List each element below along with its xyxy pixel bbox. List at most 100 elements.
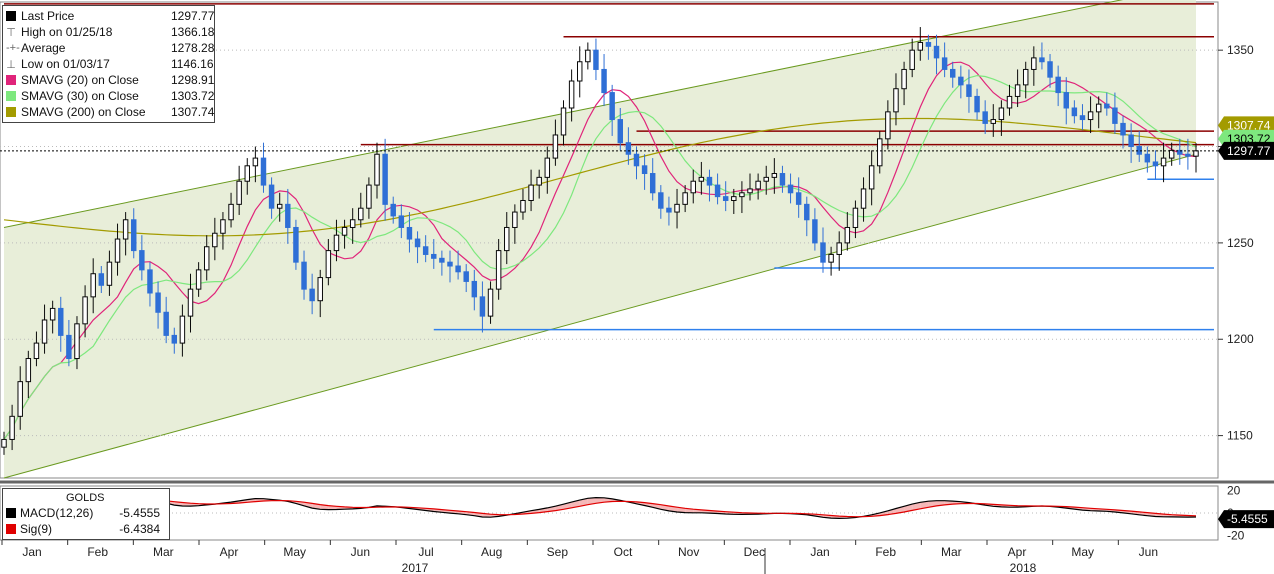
candle-body: [9, 415, 15, 440]
candle: [1168, 142, 1175, 166]
candle-body: [66, 334, 72, 360]
price-panel: [0, 0, 1219, 479]
candle: [901, 61, 907, 106]
candle: [1087, 96, 1094, 134]
candle: [1152, 150, 1159, 180]
candle-body: [82, 296, 88, 325]
candle-body: [155, 292, 161, 313]
legend-sma30: SMAVG (30) on Close 1303.72: [6, 88, 214, 104]
legend-label: Average: [21, 41, 66, 55]
candle-body: [1193, 150, 1199, 157]
candle-body: [341, 226, 348, 236]
candle: [471, 269, 478, 311]
candle-body: [885, 111, 891, 140]
candle-body: [520, 199, 526, 213]
last-price-tag-bg: [1218, 141, 1274, 160]
candle: [585, 42, 591, 70]
candle-body: [285, 203, 291, 228]
candle: [982, 100, 988, 135]
candle: [552, 119, 559, 166]
year-label: 2018: [1010, 561, 1037, 574]
candle-body: [682, 192, 688, 205]
candle: [990, 104, 997, 137]
sma200-swatch: [6, 107, 16, 117]
candle: [495, 239, 502, 300]
candle-body: [990, 119, 997, 124]
legend-label: SMAVG (30) on Close: [21, 89, 139, 103]
candle-body: [390, 203, 396, 217]
candle: [147, 262, 153, 307]
candle-body: [220, 219, 226, 234]
macd-legend: GOLDS MACD(12,26) -5.4555 Sig(9) -6.4384: [2, 488, 170, 540]
month-label: Oct: [614, 545, 633, 559]
candle: [366, 177, 372, 219]
macd-panel: [0, 485, 1219, 541]
candle-body: [147, 269, 153, 294]
candle-body: [293, 226, 299, 263]
macd-histogram-fill: [595, 497, 605, 504]
candle-body: [349, 219, 356, 228]
macd-histogram-fill: [587, 497, 596, 505]
candle: [252, 146, 259, 183]
candle-body: [1087, 111, 1094, 121]
candle-body: [528, 184, 534, 201]
legend-low: ⊥ Low on 01/03/17 1146.16: [6, 56, 213, 72]
candle-body: [301, 261, 307, 290]
candle: [933, 34, 940, 75]
candle-body: [974, 95, 980, 113]
candle-body: [941, 57, 948, 70]
candle: [868, 150, 875, 206]
candle: [528, 169, 534, 212]
candle: [228, 192, 234, 228]
candle-body: [203, 246, 210, 271]
candle: [333, 219, 340, 262]
candle-body: [787, 184, 794, 194]
month-label: Feb: [87, 545, 108, 559]
candle: [25, 350, 32, 399]
month-label: Jul: [418, 545, 433, 559]
price-legend: Last Price 1297.77 ⊤ High on 01/25/18 13…: [2, 5, 215, 123]
candle-body: [228, 203, 234, 221]
candle-body: [1160, 157, 1167, 167]
candle-body: [820, 242, 826, 263]
candle-body: [633, 153, 640, 167]
month-label: Mar: [941, 545, 962, 559]
candle-body: [447, 261, 453, 267]
candle: [1031, 46, 1037, 86]
legend-label: Sig(9): [20, 522, 53, 536]
trend-channel-fill: [4, 0, 1196, 478]
candle-body: [739, 192, 745, 198]
candle: [171, 327, 178, 354]
candle: [1120, 115, 1126, 149]
candle: [1022, 61, 1029, 99]
candle: [633, 146, 640, 180]
candle-body: [33, 342, 40, 360]
candle: [836, 231, 842, 271]
candle-body: [893, 88, 899, 113]
candle-body: [479, 296, 486, 317]
month-label: Jan: [22, 545, 41, 559]
candle: [74, 316, 80, 370]
candle: [601, 54, 607, 107]
candle: [244, 158, 250, 195]
candle: [431, 239, 437, 269]
candle: [455, 250, 461, 280]
candle-body: [836, 242, 842, 255]
candle: [1104, 92, 1110, 116]
last-price-swatch: [6, 11, 16, 21]
candle: [155, 281, 161, 329]
candle-body: [804, 203, 810, 221]
candle: [1039, 42, 1045, 70]
candle: [739, 181, 745, 214]
candle: [828, 246, 834, 276]
candle: [1128, 123, 1134, 163]
candle: [747, 173, 753, 201]
candle: [512, 204, 518, 244]
candle-body: [950, 68, 956, 78]
legend-value: 1307.74: [171, 105, 215, 119]
candle: [1095, 96, 1102, 129]
candle: [106, 250, 113, 296]
candle: [763, 165, 769, 195]
candle: [98, 266, 105, 293]
candle-body: [1055, 76, 1061, 94]
